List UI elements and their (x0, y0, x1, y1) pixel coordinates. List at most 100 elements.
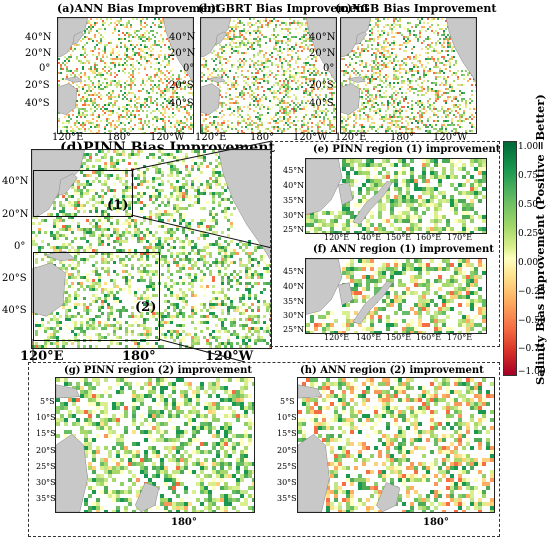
grid-cell (269, 100, 271, 102)
grid-cell (179, 189, 182, 192)
grid-cell (138, 62, 140, 64)
grid-cell (299, 58, 301, 60)
grid-cell (66, 128, 68, 130)
grid-cell (100, 108, 102, 110)
grid-cell (307, 120, 309, 122)
grid-cell (110, 96, 112, 98)
grid-cell (160, 42, 162, 44)
map-canvas (201, 18, 336, 133)
grid-cell (317, 72, 319, 74)
grid-cell (86, 189, 89, 192)
grid-cell (203, 192, 206, 195)
grid-cell (279, 46, 281, 48)
grid-cell (385, 66, 387, 68)
grid-cell (299, 42, 301, 44)
grid-cell (104, 162, 107, 165)
grid-cell (179, 270, 182, 273)
grid-cell (104, 52, 106, 54)
grid-cell (281, 130, 283, 132)
grid-cell (285, 70, 287, 72)
grid-cell (447, 42, 449, 44)
grid-cell (150, 56, 152, 58)
grid-cell (235, 100, 237, 102)
grid-cell (445, 120, 447, 122)
grid-cell (92, 204, 95, 207)
grid-cell (275, 48, 277, 50)
grid-cell (201, 128, 203, 130)
grid-cell (122, 183, 125, 186)
grid-cell (179, 150, 182, 153)
grid-cell (257, 112, 259, 114)
grid-cell (224, 240, 227, 243)
grid-cell (365, 62, 367, 64)
grid-cell (143, 216, 146, 219)
grid-cell (463, 98, 465, 100)
grid-cell (136, 34, 138, 36)
grid-cell (90, 50, 92, 52)
grid-cell (71, 213, 74, 216)
grid-cell (345, 80, 347, 82)
grid-cell (345, 120, 347, 122)
grid-cell (146, 114, 148, 116)
grid-cell (269, 18, 271, 20)
grid-cell (137, 195, 140, 198)
grid-cell (375, 54, 377, 56)
grid-cell (405, 42, 407, 44)
grid-cell (88, 20, 90, 22)
grid-cell (164, 112, 166, 114)
panel-b-lon-3: 120°W (293, 132, 328, 143)
grid-cell (150, 78, 152, 80)
grid-cell (120, 60, 122, 62)
grid-cell (441, 46, 443, 48)
grid-cell (88, 88, 90, 90)
grid-cell (417, 104, 419, 106)
grid-cell (86, 246, 89, 249)
grid-cell (295, 128, 297, 130)
grid-cell (72, 130, 74, 132)
grid-cell (469, 104, 471, 106)
grid-cell (213, 124, 215, 126)
grid-cell (301, 126, 303, 128)
grid-cell (124, 86, 126, 88)
grid-cell (293, 124, 295, 126)
grid-cell (231, 122, 233, 124)
grid-cell (107, 255, 110, 258)
grid-cell (441, 44, 443, 46)
grid-cell (285, 78, 287, 80)
grid-cell (124, 88, 126, 90)
grid-cell (269, 38, 271, 40)
grid-cell (124, 68, 126, 70)
grid-cell (251, 132, 253, 133)
grid-cell (126, 24, 128, 26)
grid-cell (182, 198, 185, 201)
grid-cell (367, 130, 369, 132)
grid-cell (201, 72, 203, 74)
grid-cell (134, 231, 137, 234)
grid-cell (367, 82, 369, 84)
grid-cell (134, 153, 137, 156)
grid-cell (459, 90, 461, 92)
grid-cell (125, 168, 128, 171)
grid-cell (361, 124, 363, 126)
grid-cell (188, 258, 191, 261)
grid-cell (413, 66, 415, 68)
grid-cell (415, 70, 417, 72)
grid-cell (219, 102, 221, 104)
grid-cell (385, 58, 387, 60)
grid-cell (449, 36, 451, 38)
grid-cell (160, 128, 162, 130)
grid-cell (156, 58, 158, 60)
grid-cell (303, 30, 305, 32)
grid-cell (92, 40, 94, 42)
grid-cell (92, 189, 95, 192)
grid-cell (68, 56, 70, 58)
grid-cell (361, 128, 363, 130)
grid-cell (98, 36, 100, 38)
grid-cell (176, 150, 179, 153)
grid-cell (367, 128, 369, 130)
grid-cell (76, 116, 78, 118)
grid-cell (257, 36, 259, 38)
grid-cell (461, 114, 463, 116)
grid-cell (457, 120, 459, 122)
grid-cell (104, 32, 106, 34)
